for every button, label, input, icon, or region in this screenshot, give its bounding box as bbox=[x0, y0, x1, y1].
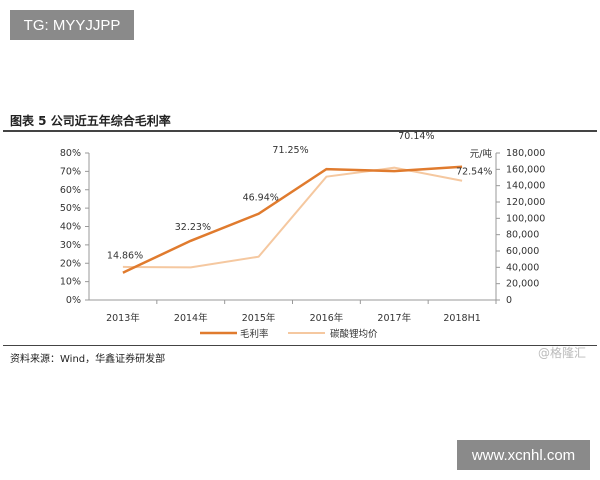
x-tick-label: 2018H1 bbox=[443, 313, 480, 324]
left-tick-label: 50% bbox=[60, 203, 81, 214]
right-axis-unit: 元/吨 bbox=[470, 148, 493, 160]
x-tick-label: 2014年 bbox=[174, 312, 208, 324]
right-tick-label: 160,000 bbox=[506, 164, 545, 175]
right-tick-label: 120,000 bbox=[506, 197, 545, 208]
data-label: 72.54% bbox=[456, 167, 492, 178]
left-tick-label: 20% bbox=[60, 258, 81, 269]
data-label: 70.14% bbox=[398, 131, 434, 142]
left-tick-label: 60% bbox=[60, 185, 81, 196]
left-tick-label: 30% bbox=[60, 240, 81, 251]
right-tick-label: 80,000 bbox=[506, 230, 539, 241]
left-tick-label: 40% bbox=[60, 222, 81, 233]
left-tick-label: 80% bbox=[60, 148, 81, 159]
right-tick-label: 40,000 bbox=[506, 262, 539, 273]
x-tick-label: 2017年 bbox=[377, 312, 411, 324]
data-label: 71.25% bbox=[272, 145, 308, 156]
x-tick-label: 2016年 bbox=[310, 312, 344, 324]
right-tick-label: 100,000 bbox=[506, 213, 545, 224]
chart-title: 图表 5 公司近五年综合毛利率 bbox=[10, 114, 171, 128]
title-rule bbox=[3, 130, 597, 132]
legend-label-lithium-price: 碳酸锂均价 bbox=[330, 328, 378, 340]
watermark-bottom-right: www.xcnhl.com bbox=[457, 440, 590, 470]
x-tick-label: 2015年 bbox=[242, 312, 276, 324]
right-tick-label: 20,000 bbox=[506, 279, 539, 290]
source-rule bbox=[3, 345, 597, 346]
right-tick-label: 140,000 bbox=[506, 181, 545, 192]
right-tick-label: 180,000 bbox=[506, 148, 545, 159]
right-tick-label: 60,000 bbox=[506, 246, 539, 257]
series-line-gross-margin bbox=[122, 165, 463, 274]
left-tick-label: 70% bbox=[60, 166, 81, 177]
data-label: 32.23% bbox=[175, 222, 211, 233]
source-note: 资料来源：Wind，华鑫证券研发部 bbox=[10, 354, 166, 365]
series-line-lithium-price bbox=[122, 166, 463, 269]
left-tick-label: 10% bbox=[60, 277, 81, 288]
data-label: 46.94% bbox=[243, 193, 279, 204]
legend-label-gross-margin: 毛利率 bbox=[240, 328, 269, 340]
brand-watermark: @格隆汇 bbox=[538, 346, 587, 360]
left-tick-label: 0% bbox=[66, 295, 81, 306]
x-tick-label: 2013年 bbox=[106, 312, 140, 324]
right-tick-label: 0 bbox=[506, 295, 512, 306]
watermark-top-left: TG: MYYJJPP bbox=[10, 10, 134, 40]
data-label: 14.86% bbox=[107, 251, 143, 262]
